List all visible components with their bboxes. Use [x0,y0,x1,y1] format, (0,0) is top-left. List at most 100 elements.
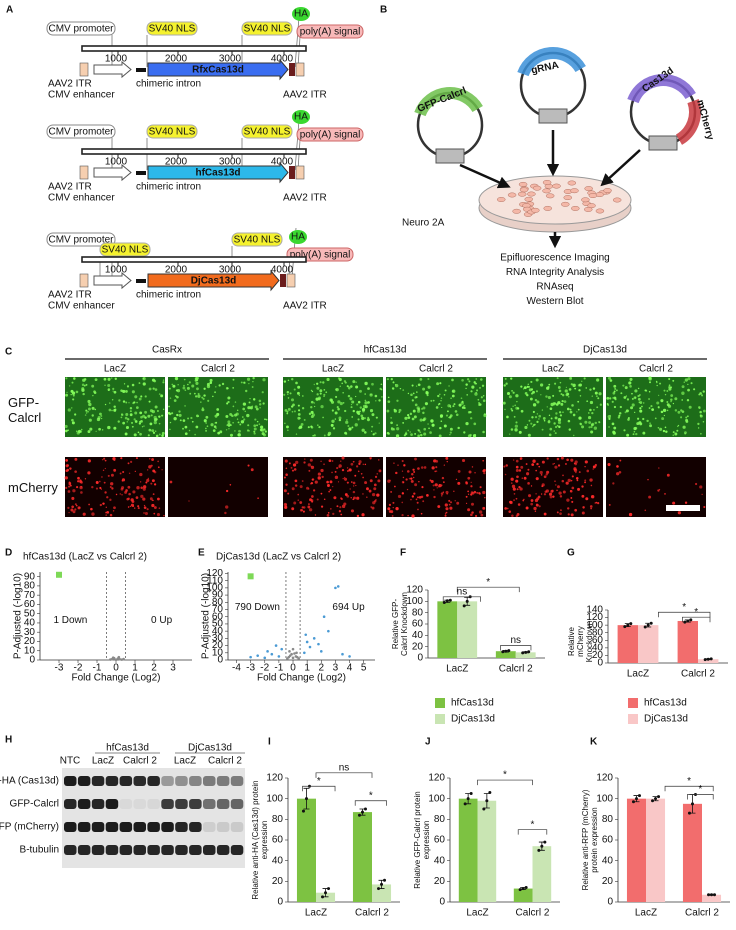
cell-signal [284,505,288,510]
cell-signal [613,426,617,430]
cell-signal [566,407,570,411]
cell-signal [329,480,333,484]
y-axis-label: Relative anti-HA (Cas13d) protein expres… [251,780,269,900]
cell-signal [326,480,329,484]
cell-signal [467,434,472,438]
cell-signal [72,398,75,401]
y-tick-label: 120 [586,612,603,623]
assay-label: RNA Integrity Analysis [506,267,604,278]
cell-signal [556,377,559,380]
cell-signal [631,403,635,407]
significance-label: ns [510,635,521,646]
cell-signal [188,429,191,432]
chart-title: hfCas13d (LacZ vs Calcrl 2) [23,552,147,563]
cell-signal [323,434,326,437]
cell-signal [81,387,85,391]
cell-signal [674,409,678,412]
cell-signal [136,486,140,490]
cell-signal [323,463,325,466]
y-tick-label: 20 [434,876,446,887]
y-tick-label: 100 [586,620,603,631]
cell-signal [512,405,514,408]
cell-signal [118,399,121,402]
cell-signal [467,493,470,495]
cell-signal [474,392,478,396]
significance-label: * [531,819,535,830]
blot-band [230,845,244,855]
cell-signal [332,427,336,430]
cell-signal [303,506,306,509]
cell [531,207,540,213]
cell-signal [142,414,146,418]
cell-signal [632,433,635,436]
cell-signal [84,478,87,480]
cell-signal [523,386,527,390]
cell-signal [567,513,570,516]
cell-signal [470,493,473,496]
cell-signal [658,394,660,396]
cell-signal [592,465,596,469]
cell-signal [174,395,177,398]
cell-signal [96,417,101,422]
cell-signal [559,381,562,384]
cell-signal [246,413,250,418]
cell-signal [103,481,106,484]
cell-signal [540,394,542,396]
leader [297,36,301,68]
cell-signal [467,508,471,512]
cell-signal [419,418,423,422]
cell-signal [699,410,702,414]
cell-signal [676,429,679,432]
cell-signal [255,407,259,411]
point [114,658,118,662]
cell-signal [566,392,570,396]
cell-signal [664,393,667,396]
cell-signal [557,485,560,489]
cell-signal [535,378,539,382]
cell-signal [109,402,111,404]
cell-signal [403,464,406,467]
cell-signal [311,478,314,481]
cell-signal [672,501,676,505]
cell-signal [701,394,704,397]
cell-signal [68,385,71,387]
cell-signal [252,380,254,383]
cell-signal [350,462,354,466]
cell-signal [387,400,391,404]
y-tick-label: 90 [24,571,36,582]
cell-signal [292,403,295,407]
cell-signal [594,391,598,395]
cell-signal [195,395,198,398]
cell-signal [666,409,669,412]
cell-signal [470,502,474,506]
cell-signal [589,388,592,391]
cell-signal [570,458,574,462]
cell-signal [538,505,541,508]
cell-signal [505,382,508,385]
cell-signal [535,477,539,481]
cell-signal [162,408,165,411]
cell-signal [87,459,91,463]
nls-box [241,21,293,36]
cell-signal [476,389,479,392]
cell-signal [448,416,450,419]
bar [437,601,458,658]
cell-signal [584,481,587,484]
cell-signal [554,382,557,385]
cell-signal [186,386,190,390]
significance-bracket [500,645,532,651]
cell-signal [589,505,593,508]
cell-signal [677,410,681,414]
cell-signal [547,395,551,400]
cell-signal [411,472,414,476]
cell-signal [387,432,390,435]
cell-signal [372,433,375,436]
cell-signal [346,419,348,421]
cell-signal [687,383,689,386]
point [290,652,293,656]
cell-signal [340,497,343,500]
replicate-point [501,650,505,654]
cell-signal [253,430,256,433]
cell-signal [666,390,669,392]
cell-signal [120,416,123,419]
